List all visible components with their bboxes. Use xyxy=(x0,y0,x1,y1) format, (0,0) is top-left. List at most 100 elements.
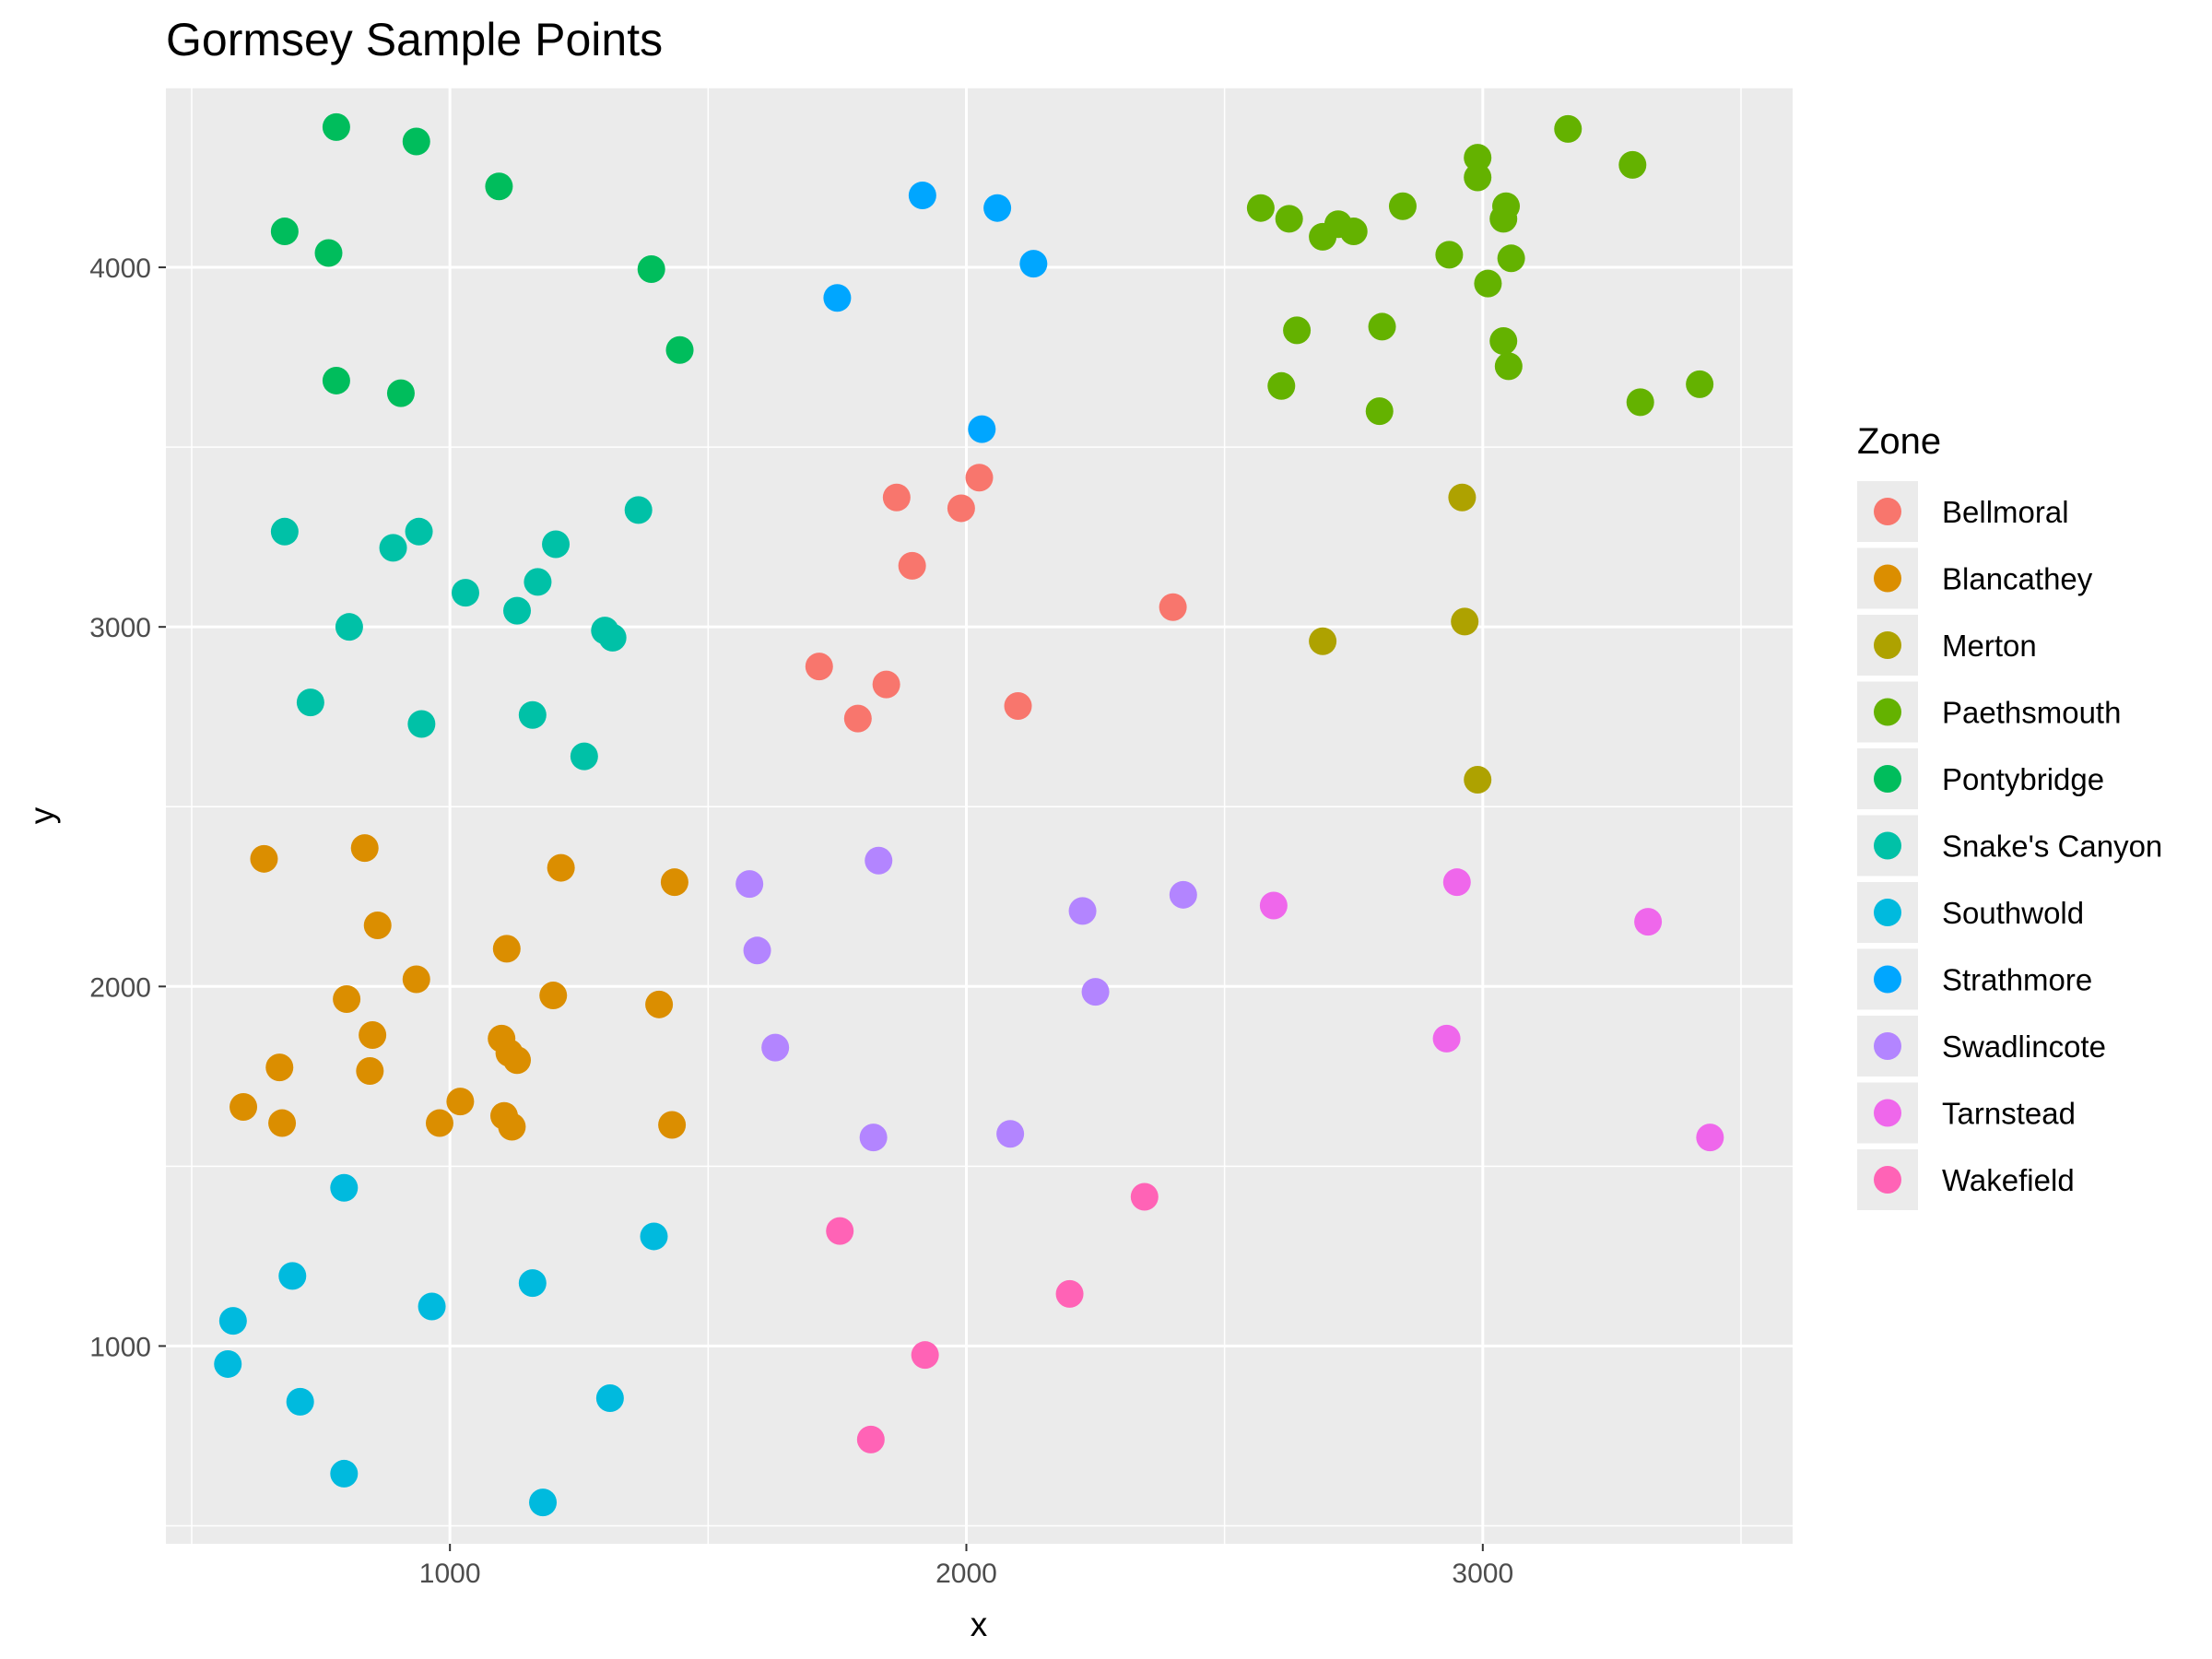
data-point xyxy=(270,218,299,246)
data-point xyxy=(1554,114,1583,143)
minor-gridlines xyxy=(166,87,1793,1544)
data-point xyxy=(1489,205,1518,233)
data-point xyxy=(624,496,653,524)
data-point xyxy=(359,1020,387,1049)
data-point xyxy=(529,1488,558,1517)
data-point xyxy=(518,700,547,729)
data-point xyxy=(1246,194,1275,222)
data-point xyxy=(402,127,430,156)
legend-swatch xyxy=(1874,1166,1901,1194)
data-point xyxy=(1489,327,1518,356)
y-axis-title: y xyxy=(23,806,61,824)
x-axis: 1000 2000 3000 xyxy=(419,1544,1513,1589)
y-tick-label: 3000 xyxy=(89,613,151,643)
data-point xyxy=(947,494,975,523)
legend-swatch xyxy=(1874,831,1901,860)
data-point xyxy=(386,379,415,407)
data-point xyxy=(640,1222,668,1251)
data-point xyxy=(322,112,350,141)
data-point xyxy=(908,182,936,210)
y-tick-label: 2000 xyxy=(89,972,151,1003)
legend-swatch xyxy=(1874,1032,1901,1060)
data-point xyxy=(1451,607,1479,636)
data-point xyxy=(314,239,343,267)
legend-swatch xyxy=(1874,899,1901,926)
data-point xyxy=(1159,593,1187,621)
data-point xyxy=(1283,316,1312,345)
data-point xyxy=(333,984,361,1013)
data-point xyxy=(1275,205,1303,233)
x-axis-title: x xyxy=(971,1606,988,1643)
data-point xyxy=(826,1217,854,1245)
data-point xyxy=(1309,627,1337,655)
data-point xyxy=(859,1124,888,1152)
data-point xyxy=(637,255,665,284)
data-point xyxy=(330,1459,359,1488)
data-point xyxy=(1464,144,1492,172)
data-point xyxy=(1267,371,1296,400)
data-point xyxy=(330,1173,359,1202)
data-point xyxy=(1259,891,1288,920)
data-point xyxy=(296,688,324,717)
data-point xyxy=(1464,765,1492,794)
data-point xyxy=(218,1307,247,1335)
legend-label: Merton xyxy=(1942,629,2037,663)
x-tick-label: 3000 xyxy=(1452,1559,1513,1589)
data-point xyxy=(805,653,833,681)
data-point xyxy=(446,1088,475,1116)
data-point xyxy=(823,284,852,312)
legend-swatch xyxy=(1874,564,1901,593)
x-tick-label: 1000 xyxy=(419,1559,481,1589)
data-point xyxy=(856,1425,885,1453)
data-point xyxy=(645,990,674,1018)
data-point xyxy=(911,1341,939,1370)
data-point xyxy=(996,1120,1025,1148)
legend-label: Blancathey xyxy=(1942,562,2093,596)
data-point xyxy=(658,1111,687,1139)
data-point xyxy=(524,568,552,596)
data-point xyxy=(214,1349,242,1378)
data-point xyxy=(278,1262,307,1290)
y-tick-label: 4000 xyxy=(89,253,151,284)
data-point xyxy=(1634,908,1663,936)
data-point xyxy=(503,596,532,625)
legend-swatch xyxy=(1874,698,1901,726)
legend-label: Paethsmouth xyxy=(1942,696,2121,730)
legend-label: Southwold xyxy=(1942,896,2084,930)
data-point xyxy=(402,965,430,994)
data-point xyxy=(1388,192,1417,220)
legend-swatch xyxy=(1874,765,1901,793)
data-point xyxy=(843,704,872,733)
data-point xyxy=(1618,150,1647,179)
major-gridlines xyxy=(166,88,1793,1544)
data-point xyxy=(1019,250,1048,278)
y-tick-label: 1000 xyxy=(89,1332,151,1362)
data-point xyxy=(660,868,688,897)
data-point xyxy=(1435,241,1464,269)
legend-label: Swadlincote xyxy=(1942,1030,2106,1064)
data-point xyxy=(268,1109,297,1137)
data-point xyxy=(363,911,392,939)
data-point xyxy=(322,366,350,394)
data-point xyxy=(350,834,379,863)
data-point xyxy=(1309,222,1337,251)
data-point xyxy=(379,534,407,562)
data-point xyxy=(665,335,694,364)
data-point xyxy=(1368,312,1396,341)
legend-swatch xyxy=(1874,965,1901,994)
legend-label: Pontybridge xyxy=(1942,762,2104,796)
data-point xyxy=(965,464,994,492)
data-point xyxy=(498,1112,526,1141)
data-point xyxy=(1130,1182,1159,1211)
legend-swatch xyxy=(1874,1099,1901,1127)
data-point xyxy=(595,1384,624,1412)
y-axis: 1000 2000 3000 4000 xyxy=(89,253,166,1362)
data-point xyxy=(418,1292,446,1321)
data-point xyxy=(1448,483,1477,512)
legend: Zone Bellmoral Blancathey Merton Paethsmout… xyxy=(1857,421,2162,1210)
data-point xyxy=(968,415,996,443)
data-point xyxy=(743,936,771,965)
data-point xyxy=(1464,163,1492,192)
data-point xyxy=(547,853,575,882)
data-point xyxy=(598,623,627,652)
